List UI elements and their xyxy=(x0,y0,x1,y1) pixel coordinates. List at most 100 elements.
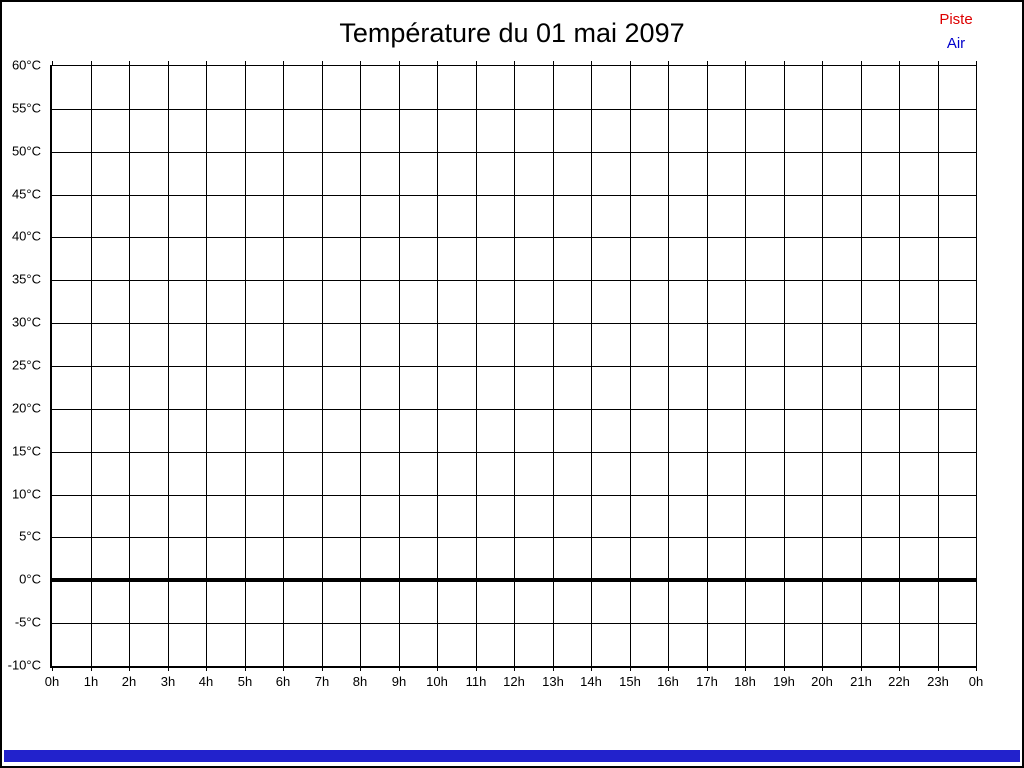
axis-tick xyxy=(630,61,631,65)
axis-tick xyxy=(553,61,554,65)
axis-tick xyxy=(822,61,823,65)
gridline-horizontal xyxy=(52,366,976,367)
x-tick-label: 1h xyxy=(83,674,99,689)
x-tick-label: 18h xyxy=(734,674,756,689)
gridline-horizontal xyxy=(52,623,976,624)
axis-tick xyxy=(938,61,939,65)
axis-tick xyxy=(129,61,130,65)
x-tick-label: 15h xyxy=(619,674,641,689)
x-tick-label: 8h xyxy=(352,674,368,689)
axis-tick xyxy=(52,667,53,671)
x-tick-label: 16h xyxy=(657,674,679,689)
axis-tick xyxy=(976,61,977,65)
gridline-horizontal xyxy=(52,237,976,238)
axis-tick xyxy=(129,667,130,671)
y-tick-label: -10°C xyxy=(7,657,41,673)
axis-tick xyxy=(168,61,169,65)
axis-tick xyxy=(322,61,323,65)
y-tick-label: -5°C xyxy=(14,614,41,630)
x-tick-label: 12h xyxy=(503,674,525,689)
y-tick-label: 60°C xyxy=(11,57,41,73)
y-tick-label: 55°C xyxy=(11,100,41,116)
axis-tick xyxy=(668,61,669,65)
x-tick-label: 5h xyxy=(237,674,253,689)
axis-tick xyxy=(360,61,361,65)
axis-tick xyxy=(591,61,592,65)
axis-tick xyxy=(861,61,862,65)
axis-tick xyxy=(899,61,900,65)
bottom-bar xyxy=(4,750,1020,762)
axis-tick xyxy=(745,61,746,65)
y-tick-label: 50°C xyxy=(11,143,41,159)
axis-tick xyxy=(206,61,207,65)
y-tick-label: 5°C xyxy=(19,528,41,544)
axis-tick xyxy=(784,667,785,671)
axis-tick xyxy=(322,667,323,671)
zero-line xyxy=(50,578,976,582)
y-tick-label: 40°C xyxy=(11,228,41,244)
axis-tick xyxy=(476,61,477,65)
plot-area xyxy=(50,61,977,671)
axis-tick xyxy=(707,667,708,671)
axis-tick xyxy=(822,667,823,671)
axis-tick xyxy=(52,61,53,65)
x-tick-label: 19h xyxy=(773,674,795,689)
axis-tick xyxy=(360,667,361,671)
axis-tick xyxy=(91,61,92,65)
y-tick-label: 35°C xyxy=(11,271,41,287)
x-tick-label: 20h xyxy=(811,674,833,689)
axis-tick xyxy=(553,667,554,671)
axis-tick xyxy=(976,667,977,671)
axis-tick xyxy=(283,667,284,671)
y-tick-label: 25°C xyxy=(11,357,41,373)
legend-item-piste: Piste xyxy=(939,11,973,28)
axis-tick xyxy=(630,667,631,671)
gridline-horizontal xyxy=(52,280,976,281)
axis-tick xyxy=(899,667,900,671)
gridline-horizontal xyxy=(52,409,976,410)
axis-tick xyxy=(514,61,515,65)
axis-tick xyxy=(861,667,862,671)
gridline-horizontal xyxy=(52,109,976,110)
y-tick-label: 15°C xyxy=(11,443,41,459)
x-tick-label: 14h xyxy=(580,674,602,689)
axis-tick xyxy=(514,667,515,671)
x-tick-label: 17h xyxy=(696,674,718,689)
axis-tick xyxy=(437,667,438,671)
axis-tick xyxy=(668,667,669,671)
x-tick-label: 11h xyxy=(465,674,487,689)
y-tick-label: 45°C xyxy=(11,186,41,202)
axis-tick xyxy=(591,667,592,671)
gridline-horizontal xyxy=(52,195,976,196)
axis-tick xyxy=(245,61,246,65)
y-tick-label: 0°C xyxy=(19,571,41,587)
y-tick-label: 30°C xyxy=(11,314,41,330)
gridline-horizontal xyxy=(52,537,976,538)
axis-tick xyxy=(784,61,785,65)
y-tick-label: 20°C xyxy=(11,400,41,416)
x-tick-label: 9h xyxy=(391,674,407,689)
x-tick-label: 4h xyxy=(198,674,214,689)
chart-title: Température du 01 mai 2097 xyxy=(339,18,685,48)
x-tick-label: 0h xyxy=(44,674,60,689)
axis-tick xyxy=(206,667,207,671)
axis-tick xyxy=(745,667,746,671)
x-tick-label: 7h xyxy=(314,674,330,689)
gridline-horizontal xyxy=(52,452,976,453)
x-tick-label: 23h xyxy=(927,674,949,689)
legend-item-air: Air xyxy=(946,35,966,52)
axis-tick xyxy=(168,667,169,671)
gridline-horizontal xyxy=(52,152,976,153)
axis-tick xyxy=(938,667,939,671)
axis-tick xyxy=(91,667,92,671)
x-tick-label: 22h xyxy=(888,674,910,689)
axis-tick xyxy=(399,667,400,671)
axis-tick xyxy=(707,61,708,65)
x-tick-label: 6h xyxy=(275,674,291,689)
axis-tick xyxy=(283,61,284,65)
gridline-horizontal xyxy=(52,495,976,496)
gridline-horizontal xyxy=(52,323,976,324)
axis-tick xyxy=(399,61,400,65)
legend: Piste Air xyxy=(918,8,994,56)
